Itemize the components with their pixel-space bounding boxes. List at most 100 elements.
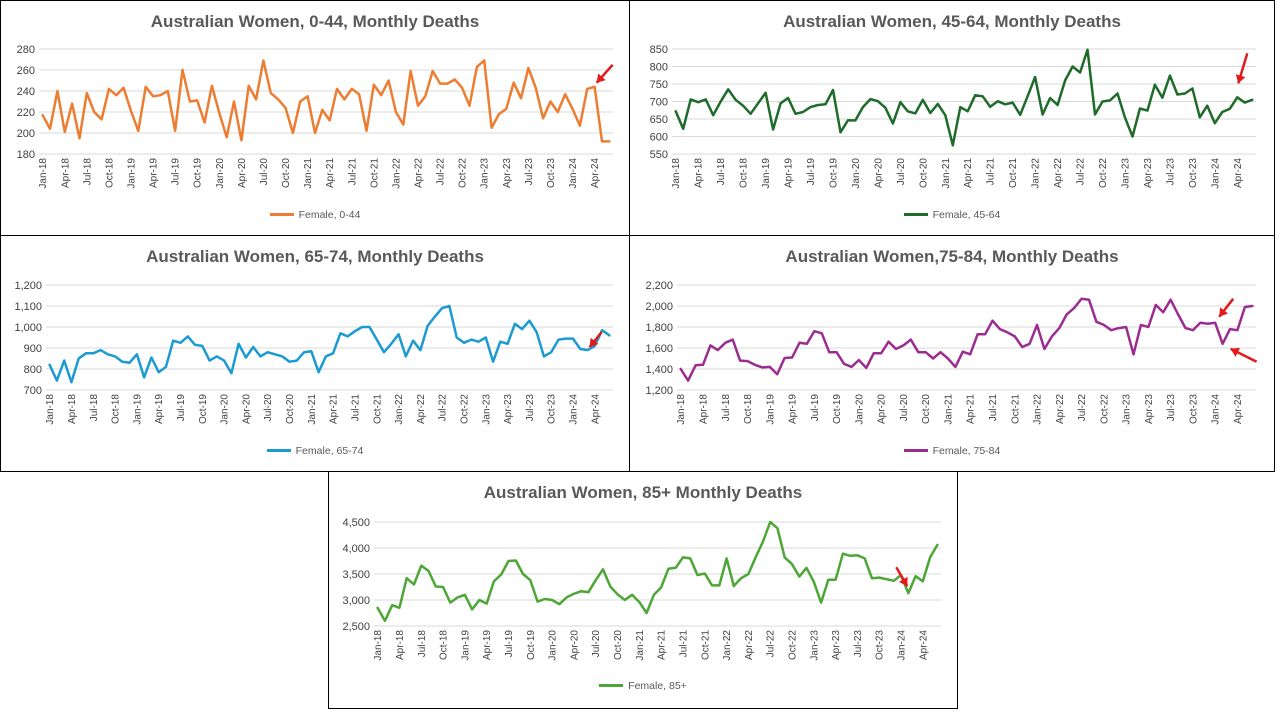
x-tick-label: Jul-18: [89, 394, 100, 422]
x-tick-label: Jan-21: [303, 158, 314, 189]
y-tick-label: 550: [650, 149, 668, 161]
x-tick-label: Jan-23: [480, 158, 491, 189]
chart-legend: Female, 45-64: [630, 209, 1274, 221]
x-tick-label: Jan-23: [809, 630, 820, 661]
x-tick-label: Oct-22: [1098, 158, 1109, 188]
x-tick-label: Jan-20: [548, 630, 559, 661]
x-tick-label: Jul-21: [988, 394, 999, 422]
x-tick-label: Jul-22: [436, 158, 447, 186]
x-tick-label: Apr-23: [1143, 158, 1154, 188]
x-tick-label: Jul-20: [591, 630, 602, 658]
x-tick-label: Apr-24: [1233, 158, 1244, 188]
x-tick-label: Apr-18: [60, 158, 71, 188]
red-arrow-head: [1219, 307, 1229, 317]
x-tick-label: Oct-18: [111, 394, 122, 424]
x-tick-label: Jan-18: [373, 630, 384, 661]
y-tick-label: 2,000: [645, 301, 673, 313]
chart-panel-65-74: Australian Women, 65-74, Monthly Deaths …: [0, 235, 630, 472]
x-tick-label: Apr-22: [744, 630, 755, 660]
x-tick-label: Oct-22: [1099, 394, 1110, 424]
y-tick-label: 700: [650, 97, 668, 109]
series-line: [376, 520, 939, 623]
y-tick-label: 260: [17, 65, 35, 77]
x-tick-label: Oct-19: [828, 158, 839, 188]
chart-panel-0-44: Australian Women, 0-44, Monthly Deaths 1…: [0, 0, 630, 236]
x-tick-label: Jan-21: [635, 630, 646, 661]
x-tick-label: Apr-19: [784, 158, 795, 188]
x-tick-label: Jan-21: [943, 394, 954, 425]
y-tick-label: 220: [17, 107, 35, 119]
x-tick-label: Jan-20: [215, 158, 226, 189]
y-tick-label: 2,200: [645, 280, 673, 292]
x-tick-label: Jan-18: [38, 158, 49, 189]
x-tick-label: Oct-22: [787, 630, 798, 660]
x-tick-label: Jul-19: [171, 158, 182, 186]
chart-plot-75-84: 1,200 1,400 1,600 1,800 2,000 2,200 Jan-18 Apr-…: [645, 280, 1258, 425]
x-tick-label: Jan-23: [1120, 158, 1131, 189]
x-tick-label: Oct-20: [281, 158, 292, 188]
y-tick-label: 850: [650, 44, 668, 56]
x-tick-label: Apr-20: [873, 158, 884, 188]
series-line: [41, 59, 611, 143]
red-arrow-head: [596, 73, 606, 83]
y-tick-label: 1,400: [645, 364, 673, 376]
chart-title: Australian Women, 65-74, Monthly Deaths: [146, 247, 484, 266]
chart-panel-85-plus: Australian Women, 85+ Monthly Deaths 2,5…: [328, 471, 958, 709]
chart-legend: Female, 85+: [329, 680, 957, 692]
x-tick-label: Apr-24: [590, 158, 601, 188]
x-tick-label: Jul-23: [524, 158, 535, 186]
x-tick-label: Jul-23: [525, 394, 536, 422]
x-tick-label: Apr-22: [1053, 158, 1064, 188]
x-tick-label: Apr-23: [831, 630, 842, 660]
red-arrow-head: [1230, 347, 1240, 357]
x-tick-label: Jan-20: [220, 394, 231, 425]
chart-title: Australian Women,75-84, Monthly Deaths: [785, 247, 1119, 266]
x-tick-label: Jan-23: [481, 394, 492, 425]
x-tick-label: Oct-20: [285, 394, 296, 424]
x-tick-label: Jul-18: [417, 630, 428, 658]
x-tick-label: Apr-19: [482, 630, 493, 660]
y-tick-label: 240: [17, 86, 35, 98]
x-tick-label: Apr-21: [657, 630, 668, 660]
x-tick-label: Apr-21: [963, 158, 974, 188]
red-arrow-head: [589, 337, 599, 348]
x-tick-label: Jul-20: [899, 394, 910, 422]
x-tick-label: Oct-21: [700, 630, 711, 660]
legend-swatch: [903, 212, 928, 216]
x-tick-label: Apr-18: [395, 630, 406, 660]
x-tick-label: Oct-20: [613, 630, 624, 660]
x-tick-label: Jul-23: [1165, 158, 1176, 186]
x-tick-label: Apr-20: [241, 394, 252, 424]
y-tick-label: 200: [17, 128, 35, 140]
x-tick-label: Jul-21: [678, 630, 689, 658]
chart-plot-85-plus: 2,500 3,000 3,500 4,000 4,500 Jan-18 Apr-18 Jul…: [342, 517, 941, 661]
x-tick-label: Apr-18: [694, 158, 705, 188]
x-tick-label: Apr-20: [569, 630, 580, 660]
x-tick-label: Jan-22: [722, 630, 733, 661]
legend-swatch: [266, 448, 291, 452]
y-tick-label: 1,200: [14, 280, 42, 292]
x-tick-label: Jul-22: [438, 394, 449, 422]
chart-title: Australian Women, 45-64, Monthly Deaths: [783, 12, 1121, 31]
x-tick-label: Jan-19: [126, 158, 137, 189]
x-tick-label: Apr-20: [237, 158, 248, 188]
x-tick-label: Jul-21: [986, 158, 997, 186]
chart-panel-75-84: Australian Women,75-84, Monthly Deaths 1…: [629, 235, 1275, 472]
x-tick-label: Apr-21: [325, 158, 336, 188]
x-tick-label: Oct-23: [547, 394, 558, 424]
x-tick-label: Oct-18: [743, 394, 754, 424]
y-tick-label: 180: [17, 149, 35, 161]
red-arrow-head: [898, 576, 908, 587]
x-tick-label: Jul-22: [1076, 158, 1087, 186]
y-tick-label: 3,500: [342, 569, 370, 581]
legend-swatch: [599, 683, 624, 687]
chart-legend: Female, 65-74: [1, 445, 629, 457]
x-tick-label: Apr-24: [590, 394, 601, 424]
x-tick-label: Oct-23: [1188, 158, 1199, 188]
legend-label: Female, 45-64: [932, 209, 1001, 221]
x-tick-label: Jan-24: [569, 394, 580, 425]
x-tick-label: Jan-22: [394, 394, 405, 425]
x-tick-label: Jan-19: [132, 394, 143, 425]
x-tick-label: Jan-20: [854, 394, 865, 425]
x-tick-label: Apr-22: [413, 158, 424, 188]
